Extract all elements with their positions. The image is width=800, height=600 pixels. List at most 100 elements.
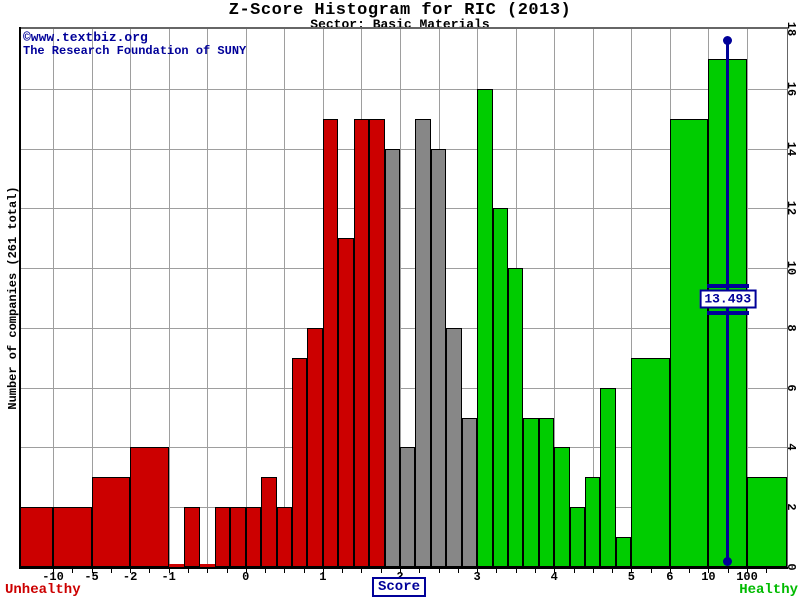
horizontal-gridline	[20, 327, 787, 329]
vertical-gridline	[207, 29, 209, 567]
x-axis-tick	[438, 569, 440, 573]
vertical-gridline	[168, 29, 170, 567]
x-axis-tick	[631, 569, 633, 573]
chart-title: Z-Score Histogram for RIC (2013)	[228, 1, 572, 20]
histogram-bar	[245, 507, 262, 567]
horizontal-gridline	[20, 148, 787, 150]
x-tick-label: -10	[42, 570, 64, 584]
histogram-bar	[53, 507, 92, 567]
y-tick-label-right: 4	[784, 443, 798, 452]
vertical-gridline	[284, 29, 286, 567]
x-axis-tick	[534, 569, 536, 573]
histogram-bar	[600, 387, 616, 567]
x-axis-tick	[207, 569, 209, 573]
y-tick-label-right: 12	[784, 201, 798, 216]
horizontal-gridline	[20, 387, 787, 389]
x-tick-label: 4	[550, 570, 558, 584]
histogram-bar	[214, 507, 231, 567]
y-tick-label-right: 2	[784, 503, 798, 511]
histogram-bar	[747, 477, 787, 567]
x-axis-tick	[380, 569, 382, 573]
x-tick-label: -5	[84, 570, 99, 584]
horizontal-gridline	[20, 208, 787, 210]
horizontal-gridline	[20, 88, 787, 90]
x-tick-label: 0	[242, 570, 250, 584]
x-axis-tick	[226, 569, 228, 573]
histogram-bar	[384, 148, 400, 567]
vertical-gridline	[53, 29, 54, 567]
x-tick-label: -2	[122, 570, 138, 584]
x-axis-tick	[727, 569, 729, 573]
histogram-bar	[585, 477, 601, 567]
horizontal-gridline	[20, 268, 787, 270]
x-axis-tick	[130, 569, 132, 573]
vertical-gridline	[631, 29, 633, 567]
x-tick-label: 100	[736, 570, 758, 584]
x-axis-tick	[265, 569, 267, 573]
y-tick-label-right: 16	[784, 81, 798, 96]
histogram-bar	[446, 327, 462, 567]
marker-crossbar-top	[706, 284, 749, 288]
x-axis-tick	[303, 569, 305, 573]
histogram-bar	[615, 537, 632, 567]
x-axis-tick	[400, 569, 401, 573]
x-axis-line	[20, 567, 788, 569]
histogram-bar	[461, 417, 478, 567]
x-axis-tick	[669, 569, 671, 573]
y-tick-label-right: 8	[784, 324, 798, 332]
histogram-bar	[322, 118, 339, 567]
x-axis-tick	[650, 569, 652, 573]
x-axis-tick	[245, 569, 247, 573]
histogram-bar-zero	[199, 564, 215, 567]
x-tick-label: 1	[319, 570, 327, 584]
histogram-bar	[523, 417, 539, 567]
y-tick-label-right: 14	[784, 141, 798, 156]
x-tick-label: 5	[627, 570, 635, 584]
x-axis-tick	[708, 569, 710, 573]
vertical-gridline	[130, 29, 132, 567]
marker-top-dot	[723, 35, 733, 45]
x-tick-label: 3	[473, 570, 481, 584]
x-axis-tick	[689, 569, 691, 573]
histogram-bar	[292, 357, 308, 567]
x-axis-tick	[361, 569, 363, 573]
histogram-bar	[20, 507, 53, 567]
vertical-gridline	[91, 29, 93, 567]
healthy-zone-label: Healthy	[739, 582, 798, 598]
x-axis-tick	[496, 569, 498, 573]
x-axis-tick	[72, 569, 74, 573]
y-axis-title: Number of companies (261 total)	[6, 186, 20, 410]
y-axis-line	[19, 27, 21, 569]
histogram-bar	[430, 148, 447, 567]
plot-border-right	[787, 27, 788, 567]
x-tick-label: -1	[161, 570, 176, 584]
marker-bottom-dot	[723, 556, 733, 566]
histogram-bar	[369, 118, 385, 567]
histogram-bar	[230, 507, 246, 567]
x-axis-tick	[342, 569, 344, 573]
x-axis-tick	[168, 569, 170, 573]
histogram-bar	[492, 208, 508, 567]
histogram-bar	[91, 477, 131, 567]
marker-crossbar-bottom	[706, 311, 749, 315]
x-axis-tick	[747, 569, 748, 573]
histogram-bar	[353, 118, 370, 567]
histogram-bar	[338, 238, 354, 567]
x-axis-tick	[91, 569, 93, 573]
histogram-bar	[400, 447, 416, 567]
vertical-gridline	[554, 29, 556, 567]
histogram-bar-zero	[168, 564, 185, 567]
histogram-bar	[538, 417, 555, 567]
histogram-bar	[415, 118, 431, 567]
x-axis-tick	[554, 569, 556, 573]
histogram-bar	[569, 507, 586, 567]
histogram-bar	[184, 507, 200, 567]
x-tick-label: 6	[666, 570, 674, 584]
y-tick-label-right: 10	[784, 260, 798, 276]
histogram-bar	[130, 447, 169, 567]
histogram-bar	[261, 477, 277, 567]
unhealthy-zone-label: Unhealthy	[5, 582, 81, 598]
x-axis-tick	[612, 569, 614, 573]
